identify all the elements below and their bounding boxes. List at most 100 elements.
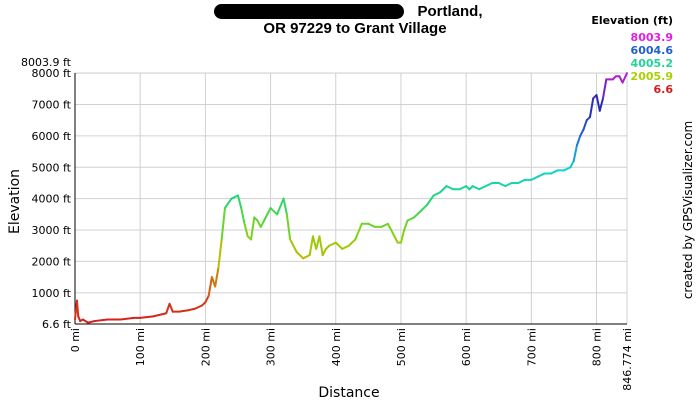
elevation-segment bbox=[93, 318, 109, 323]
elevation-segment bbox=[504, 181, 513, 188]
elevation-segment bbox=[321, 247, 327, 257]
elevation-segment bbox=[602, 78, 608, 100]
elevation-segment bbox=[207, 276, 213, 297]
legend-item: 2005.9 bbox=[630, 70, 673, 83]
elevation-segment bbox=[194, 304, 204, 310]
elevation-segment bbox=[289, 238, 298, 254]
elevation-segment bbox=[75, 299, 80, 318]
elevation-segment bbox=[386, 222, 396, 238]
credit-text: created by GPSVisualizer.com bbox=[681, 120, 695, 300]
elevation-segment bbox=[259, 219, 266, 228]
x-tick-label: 400 mi bbox=[330, 328, 343, 366]
y-tick-label: 3000 ft bbox=[32, 224, 72, 237]
elevation-segment bbox=[328, 241, 337, 247]
elevation-segment bbox=[426, 194, 435, 206]
y-tick-label: 7000 ft bbox=[32, 99, 72, 112]
y-tick-label: 4000 ft bbox=[32, 193, 72, 206]
x-tick-label: 846.774 mi bbox=[621, 328, 634, 391]
y-tick-label: 8000 ft bbox=[32, 67, 72, 80]
elevation-segment bbox=[168, 302, 174, 313]
elevation-segment bbox=[341, 244, 350, 250]
elevation-segment bbox=[230, 194, 239, 200]
elevation-segment bbox=[536, 172, 546, 178]
elevation-segment bbox=[223, 197, 233, 210]
x-tick-label: 0 mi bbox=[69, 328, 82, 352]
elevation-segment bbox=[354, 222, 363, 241]
elevation-segment bbox=[282, 197, 288, 216]
y-tick-label: 2000 ft bbox=[32, 255, 72, 268]
elevation-segment bbox=[295, 251, 305, 260]
elevation-segment bbox=[419, 203, 429, 213]
elevation-segment bbox=[595, 94, 601, 112]
elevation-segment bbox=[269, 207, 279, 216]
elevation-segment bbox=[334, 241, 344, 250]
elevation-segment bbox=[588, 97, 595, 119]
legend-item: 6004.6 bbox=[630, 44, 673, 57]
elevation-segment bbox=[220, 207, 226, 241]
elevation-segment bbox=[530, 175, 539, 181]
elevation-segment bbox=[517, 178, 526, 184]
elevation-segment bbox=[87, 320, 96, 324]
chart-title-line2: OR 97229 to Grant Village bbox=[263, 20, 447, 37]
elevation-segment bbox=[81, 318, 90, 324]
elevation-segment bbox=[399, 229, 406, 244]
elevation-segment bbox=[139, 315, 155, 319]
elevation-segment bbox=[285, 213, 292, 241]
y-tick-label: 5000 ft bbox=[32, 161, 72, 174]
elevation-segment bbox=[562, 166, 572, 172]
elevation-segment bbox=[403, 219, 409, 232]
redacted-address bbox=[214, 4, 404, 19]
elevation-segment bbox=[178, 309, 191, 313]
elevation-segment bbox=[549, 169, 559, 175]
elevation-segment bbox=[214, 266, 220, 288]
elevation-segment bbox=[575, 134, 582, 147]
elevation-segment bbox=[439, 185, 448, 194]
elevation-segment bbox=[367, 222, 376, 228]
y-axis-label: Elevation bbox=[7, 169, 23, 234]
elevation-segment bbox=[569, 160, 575, 169]
elevation-segment bbox=[188, 307, 197, 312]
elevation-segment bbox=[263, 207, 272, 222]
elevation-segment bbox=[276, 197, 285, 216]
elevation-segment bbox=[471, 185, 481, 191]
elevation-segment bbox=[484, 181, 494, 188]
x-tick-label: 800 mi bbox=[591, 328, 604, 366]
elevation-segment bbox=[236, 194, 243, 210]
elevation-segment bbox=[598, 97, 605, 112]
elevation-segment bbox=[347, 238, 357, 247]
elevation-segment bbox=[217, 238, 223, 269]
elevation-segment bbox=[497, 181, 507, 188]
elevation-segment bbox=[165, 302, 171, 315]
x-tick-label: 600 mi bbox=[460, 328, 473, 366]
elevation-segment bbox=[432, 191, 442, 197]
elevation-segment bbox=[240, 207, 246, 225]
elevation-segment bbox=[412, 210, 422, 219]
elevation-segment bbox=[204, 294, 210, 304]
legend-item: 8003.9 bbox=[630, 31, 673, 44]
elevation-segment bbox=[250, 216, 256, 241]
chart-title-line1: Portland, bbox=[417, 3, 483, 20]
elevation-segment bbox=[311, 235, 318, 250]
x-tick-label: 100 mi bbox=[134, 328, 147, 366]
x-tick-label: 200 mi bbox=[199, 328, 212, 366]
elevation-segment bbox=[582, 119, 588, 131]
elevation-segment bbox=[445, 185, 455, 191]
elevation-segment bbox=[621, 72, 628, 84]
elevation-segment bbox=[243, 222, 249, 238]
x-tick-label: 300 mi bbox=[265, 328, 278, 366]
x-tick-label: 500 mi bbox=[395, 328, 408, 366]
elevation-segment bbox=[572, 144, 578, 163]
elevation-segment bbox=[380, 222, 389, 228]
elevation-segment bbox=[478, 185, 487, 191]
y-tick-label: 8003.9 ft bbox=[21, 56, 72, 69]
elevation-segment bbox=[302, 254, 311, 260]
elevation-segment bbox=[119, 316, 135, 321]
legend-item: 4005.2 bbox=[630, 57, 673, 70]
elevation-segment bbox=[318, 235, 324, 257]
elevation-segment bbox=[458, 185, 468, 191]
x-tick-label: 700 mi bbox=[525, 328, 538, 366]
y-tick-label: 6000 ft bbox=[32, 130, 72, 143]
elevation-segment bbox=[393, 235, 399, 244]
legend-title: Elevation (ft) bbox=[591, 14, 673, 27]
